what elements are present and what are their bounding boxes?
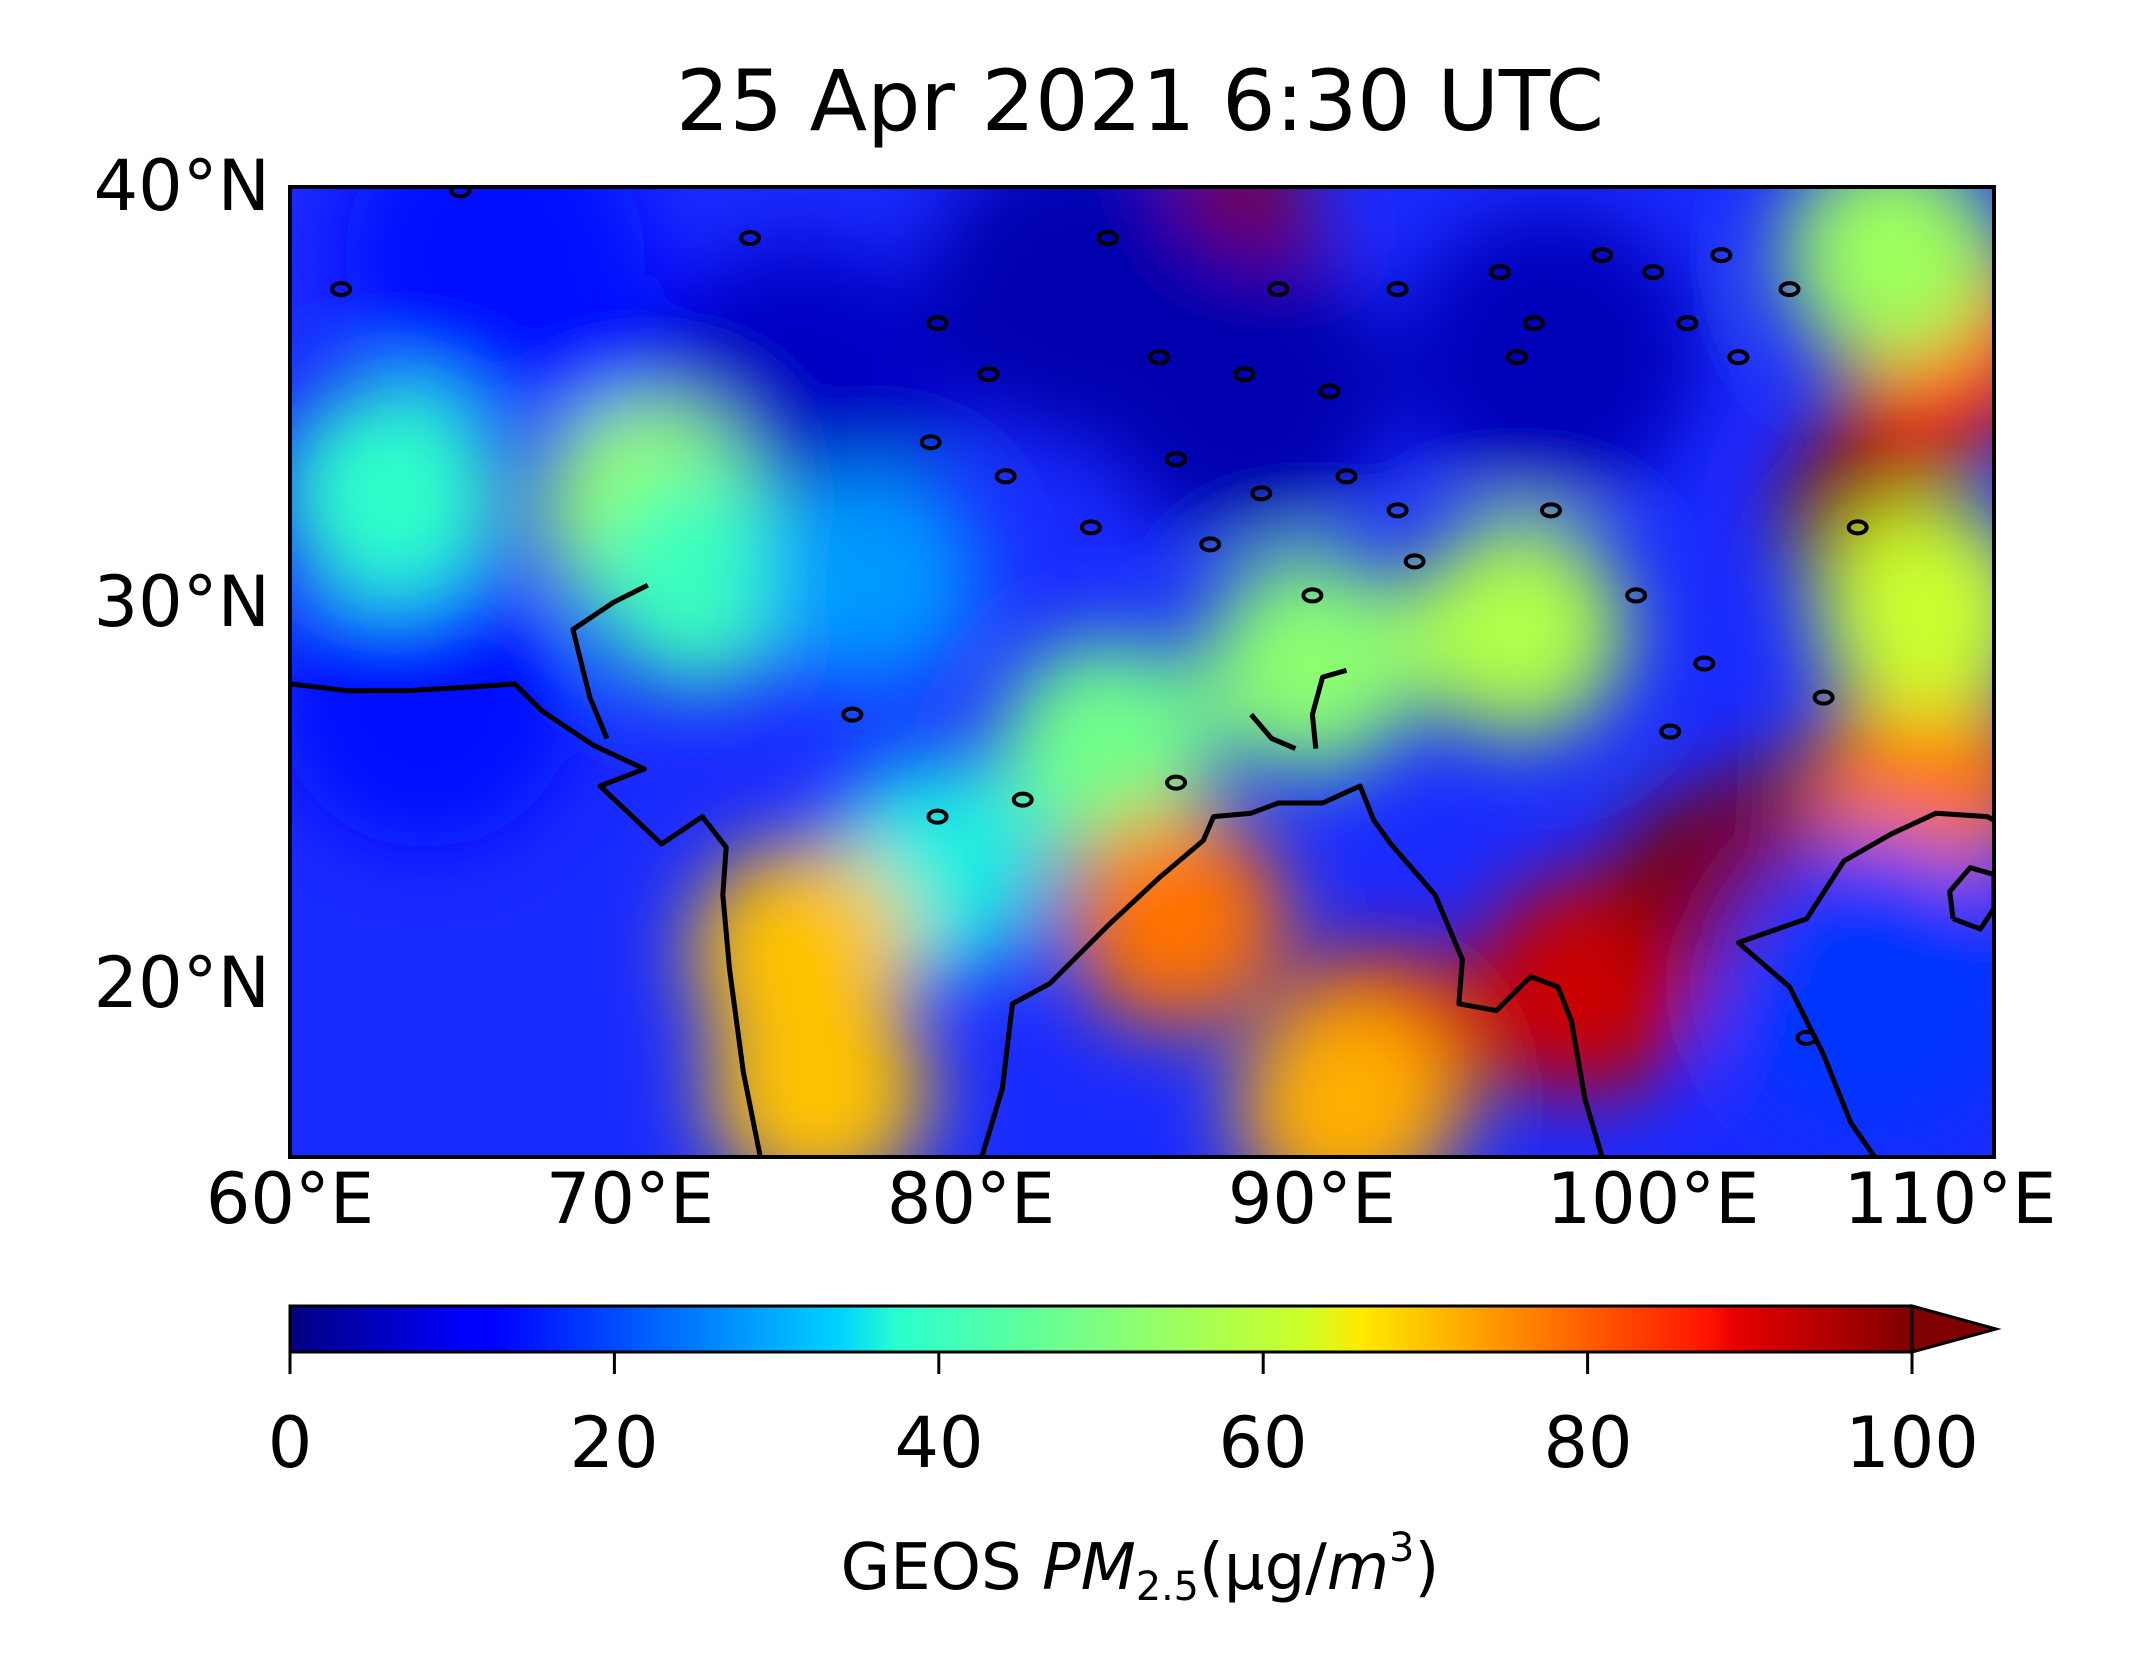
colorbar-label-unit-var: m	[1326, 1530, 1390, 1605]
colorbar-tick-label-100: 100	[1845, 1402, 1979, 1484]
pm25-field-cell	[1202, 553, 1423, 774]
pm25-field-cell	[923, 187, 1224, 440]
lake-outline	[1386, 281, 1409, 298]
pm25-field-cell	[290, 383, 503, 604]
lake-outline	[1096, 230, 1119, 247]
lake-outline	[926, 808, 949, 825]
lake-outline	[1625, 587, 1648, 604]
chart-title: 25 Apr 2021 6:30 UTC	[676, 52, 1604, 150]
lake-outline	[1403, 553, 1426, 570]
lake-outline	[1301, 587, 1324, 604]
lake-outline	[1710, 247, 1733, 264]
colorbar	[290, 1306, 1912, 1352]
colorbar-label-unit-open: (µg/	[1198, 1530, 1327, 1605]
lake-outline	[841, 706, 864, 723]
colorbar-label-prefix: GEOS	[840, 1530, 1043, 1605]
x-tick-label-60: 60°E	[205, 1158, 375, 1240]
x-tick-label-110: 110°E	[1843, 1158, 2057, 1240]
pm25-field-cell	[588, 468, 809, 689]
lake-outline	[1778, 281, 1801, 298]
pm25-field-cell	[997, 638, 1218, 859]
coastline-inland-a	[1249, 712, 1297, 751]
pm25-field-cell	[1724, 836, 1994, 1137]
lake-outline	[994, 468, 1017, 485]
pm25-field-cell	[1406, 519, 1627, 740]
lake-outline	[1199, 536, 1222, 553]
y-tick-label-40: 40°N	[93, 145, 270, 227]
colorbar-label: GEOS PM2.5(µg/m3)	[540, 1525, 1740, 1610]
lake-outline	[919, 434, 942, 451]
lake-outline	[1795, 1029, 1818, 1046]
colorbar-outline	[288, 1304, 1912, 1354]
coastline-indus	[570, 582, 649, 740]
colorbar-tick-label-40: 40	[894, 1402, 984, 1484]
colorbar-tick-label-0: 0	[267, 1402, 313, 1484]
lake-outline	[1165, 451, 1188, 468]
coastline-east-india	[979, 783, 1605, 1157]
colorbar-tick-label-80: 80	[1543, 1402, 1633, 1484]
lake-outline	[1233, 366, 1256, 383]
pm25-field-cell	[1236, 995, 1457, 1157]
pm25-field	[290, 187, 1994, 1157]
lake-outline	[1488, 264, 1511, 281]
pm25-field-cell	[691, 842, 912, 1063]
pm25-field-cell	[1815, 502, 1994, 723]
colorbar-ticks	[288, 1352, 1914, 1374]
coastline-hainan	[1947, 865, 1994, 932]
lake-outline	[1386, 502, 1409, 519]
lake-outline	[1539, 502, 1562, 519]
coastline-west-india	[290, 681, 763, 1157]
pm25-field-cell	[1781, 187, 1994, 366]
coastlines	[290, 187, 1994, 1157]
pm25-field-cell	[290, 547, 577, 848]
lake-outline	[1250, 485, 1273, 502]
colorbar-extend-arrow	[1910, 1304, 2002, 1354]
colorbar-label-superscript: 3	[1389, 1525, 1415, 1571]
lake-outline	[1591, 247, 1614, 264]
lake-outline	[1165, 774, 1188, 791]
lake-outline	[1812, 689, 1835, 706]
lake-outline	[1727, 349, 1750, 366]
lake-outline	[1693, 655, 1716, 672]
pm25-field-cell	[759, 468, 980, 689]
colorbar-tick-label-20: 20	[569, 1402, 659, 1484]
x-tick-label-100: 100°E	[1546, 1158, 1760, 1240]
colorbar-label-unit-close: )	[1414, 1530, 1440, 1605]
lake-outline	[739, 230, 762, 247]
lake-outline	[1505, 349, 1528, 366]
pm25-field-cell	[1066, 808, 1287, 1029]
lake-outline	[926, 315, 949, 332]
lake-outline	[1642, 264, 1665, 281]
map-frame	[288, 185, 1996, 1159]
pm25-field-cell	[1400, 207, 1701, 508]
lake-outline	[1659, 723, 1682, 740]
lake-outline	[1676, 315, 1699, 332]
colorbar-label-subscript: 2.5	[1135, 1563, 1199, 1610]
lake-outline	[1335, 468, 1358, 485]
lake-outline	[1011, 791, 1034, 808]
lake-outline	[330, 281, 353, 298]
x-tick-label-80: 80°E	[886, 1158, 1056, 1240]
lake-outline	[1267, 281, 1290, 298]
colorbar-tick-label-60: 60	[1218, 1402, 1308, 1484]
lake-outline	[1522, 315, 1545, 332]
y-tick-label-30: 30°N	[93, 561, 270, 643]
x-tick-label-70: 70°E	[545, 1158, 715, 1240]
x-tick-label-90: 90°E	[1227, 1158, 1397, 1240]
coastline-inland-b	[1309, 667, 1348, 749]
lake-outline	[977, 366, 1000, 383]
lake-outline	[1318, 383, 1341, 400]
coastline-indochina	[1735, 810, 1994, 1157]
lake-outline	[1079, 519, 1102, 536]
colorbar-label-var: PM	[1042, 1530, 1136, 1605]
lake-outline	[449, 187, 472, 199]
lake-outline	[1846, 519, 1869, 536]
y-tick-label-20: 20°N	[93, 942, 270, 1024]
lake-outline	[1148, 349, 1171, 366]
